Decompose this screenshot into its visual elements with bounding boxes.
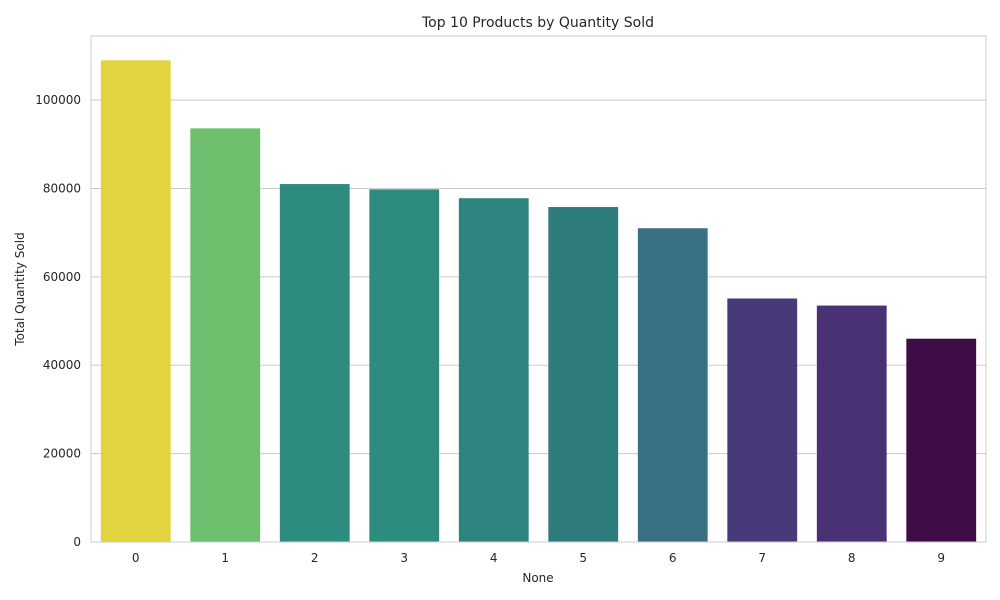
x-tick-label: 2 <box>311 551 319 565</box>
x-tick-label: 3 <box>400 551 408 565</box>
bar-6 <box>637 228 708 542</box>
x-tick-label: 0 <box>132 551 140 565</box>
y-tick-label: 20000 <box>43 447 81 461</box>
x-tick-label: 8 <box>848 551 856 565</box>
x-axis-label: None <box>522 571 553 585</box>
bar-1 <box>190 128 261 542</box>
bars <box>100 60 977 543</box>
plot-frame <box>90 35 987 543</box>
x-tick-labels: 0 1 2 3 4 5 6 7 8 9 <box>132 551 945 565</box>
y-tick-label: 60000 <box>43 270 81 284</box>
bar-3 <box>369 189 440 542</box>
bar-7 <box>727 298 798 542</box>
x-tick-label: 9 <box>937 551 945 565</box>
bar-9 <box>906 338 977 542</box>
y-tick-label: 0 <box>73 535 81 549</box>
y-tick-labels: 0 20000 40000 60000 80000 100000 <box>35 93 81 549</box>
x-tick-label: 4 <box>490 551 498 565</box>
chart-title: Top 10 Products by Quantity Sold <box>421 15 654 31</box>
y-tick-label: 40000 <box>43 358 81 372</box>
bar-4 <box>458 198 529 542</box>
x-tick-label: 1 <box>221 551 229 565</box>
y-tick-label: 100000 <box>35 93 81 107</box>
bar-2 <box>279 184 350 542</box>
x-tick-label: 5 <box>579 551 587 565</box>
bar-0 <box>100 60 171 543</box>
bar-8 <box>816 305 887 542</box>
y-tick-label: 80000 <box>43 181 81 195</box>
y-axis-label: Total Quantity Sold <box>13 232 27 346</box>
x-tick-label: 7 <box>758 551 766 565</box>
bar-5 <box>548 207 619 543</box>
x-tick-label: 6 <box>669 551 677 565</box>
